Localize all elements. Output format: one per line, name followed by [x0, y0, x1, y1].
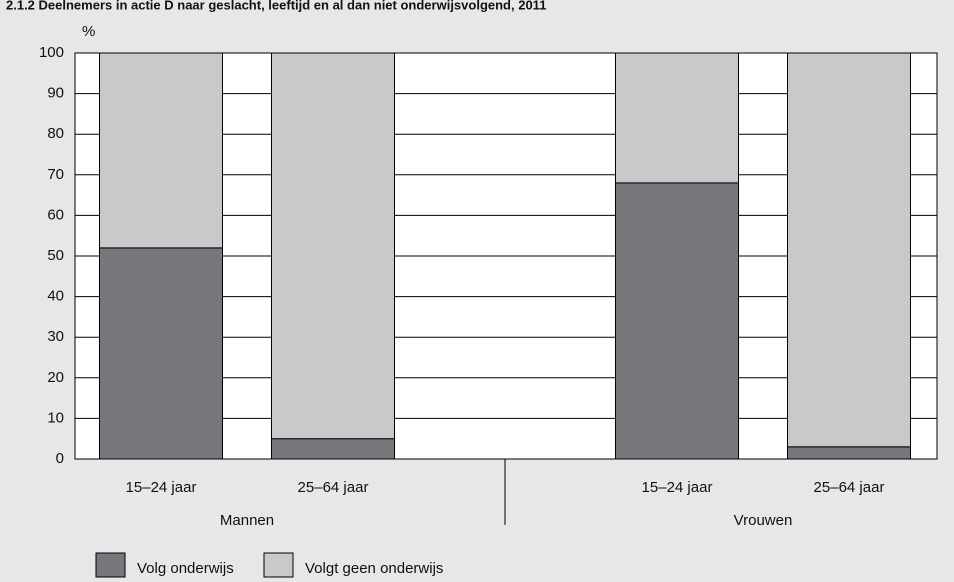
y-tick-label: 60	[47, 206, 64, 223]
y-tick-label: 80	[47, 125, 64, 142]
bar-segment	[271, 438, 395, 460]
legend-label: Volg onderwijs	[137, 560, 234, 577]
y-tick-label: 70	[47, 166, 64, 183]
y-tick-label: 100	[39, 44, 64, 61]
x-tick-label: 25–64 jaar	[814, 479, 885, 496]
group-label: Mannen	[220, 512, 274, 529]
bar-segment	[99, 52, 223, 249]
y-tick-label: 20	[47, 369, 64, 386]
chart-title: 2.1.2 Deelnemers in actie D naar geslach…	[6, 0, 546, 12]
legend-swatch	[263, 552, 294, 578]
bar-segment	[787, 52, 911, 448]
x-tick-label: 15–24 jaar	[126, 479, 197, 496]
y-tick-label: 10	[47, 409, 64, 426]
y-axis-label: %	[82, 23, 95, 40]
legend-label: Volgt geen onderwijs	[305, 560, 443, 577]
bar-segment	[271, 52, 395, 440]
y-tick-label: 30	[47, 328, 64, 345]
bar-segment	[787, 446, 911, 460]
bar-segment	[615, 52, 739, 184]
x-tick-label: 15–24 jaar	[642, 479, 713, 496]
legend-swatch	[95, 552, 126, 578]
y-tick-label: 90	[47, 85, 64, 102]
y-tick-label: 0	[56, 450, 64, 467]
x-tick-label: 25–64 jaar	[298, 479, 369, 496]
bar-segment	[99, 247, 223, 460]
y-tick-label: 50	[47, 247, 64, 264]
bar-segment	[615, 182, 739, 460]
y-tick-label: 40	[47, 288, 64, 305]
group-label: Vrouwen	[734, 512, 793, 529]
